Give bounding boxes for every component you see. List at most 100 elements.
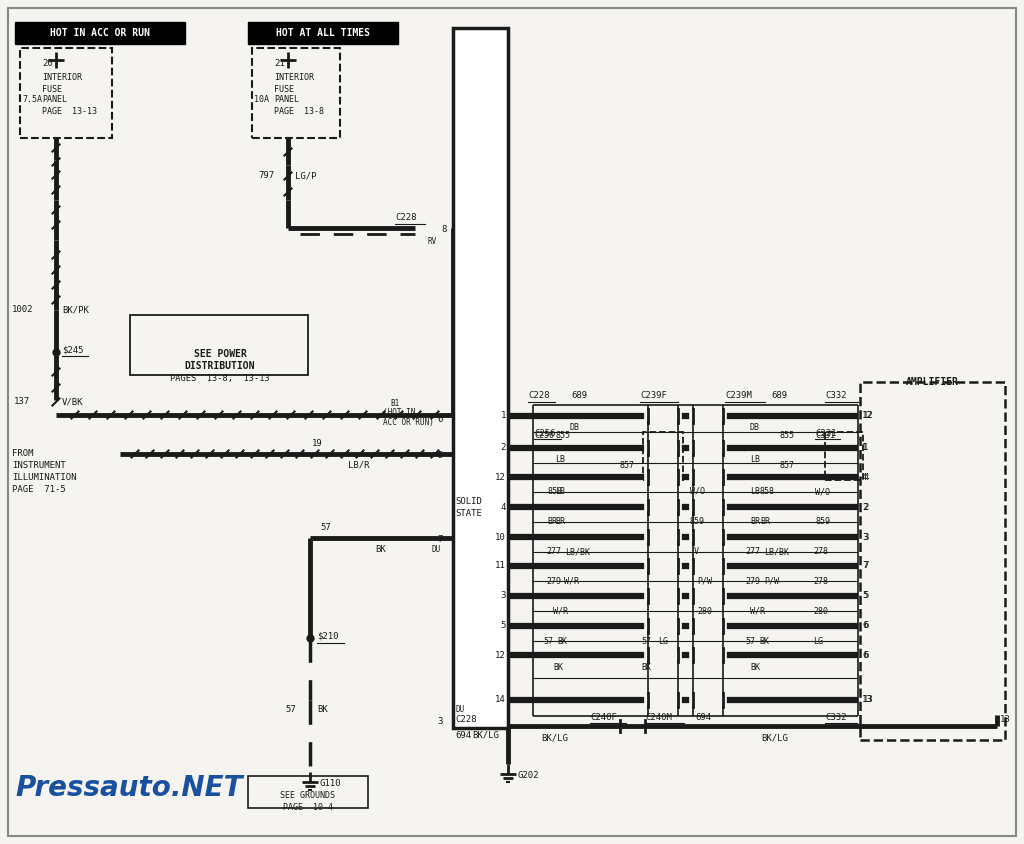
Text: C332: C332 (825, 713, 847, 722)
Text: 7.5A: 7.5A (22, 95, 42, 105)
Text: G110: G110 (319, 780, 341, 788)
Text: BK/LG: BK/LG (472, 731, 499, 739)
Text: LG: LG (658, 636, 668, 646)
Text: C332: C332 (825, 392, 847, 401)
Text: CONTROL: CONTROL (461, 49, 505, 59)
Text: G202: G202 (518, 771, 540, 781)
Text: 57: 57 (543, 636, 553, 646)
Text: 5: 5 (437, 452, 443, 461)
Text: LB: LB (555, 456, 565, 464)
Text: PAGE  10-4: PAGE 10-4 (283, 803, 333, 811)
Text: FROM: FROM (12, 450, 34, 458)
Text: V: V (694, 548, 699, 556)
Text: INTERIOR: INTERIOR (274, 73, 314, 83)
Text: DB: DB (750, 424, 760, 432)
Text: AMPLIFIER: AMPLIFIER (906, 377, 958, 387)
Text: C331: C331 (815, 430, 837, 439)
Text: 5: 5 (863, 592, 868, 600)
Text: 1: 1 (862, 443, 867, 452)
Text: P/W: P/W (697, 576, 712, 586)
Text: PAGE  13-13: PAGE 13-13 (42, 106, 97, 116)
Text: 10A: 10A (254, 95, 269, 105)
Text: 6: 6 (863, 651, 868, 659)
Text: DB: DB (570, 424, 580, 432)
Text: ILLUMINATION: ILLUMINATION (12, 473, 77, 483)
Text: 5: 5 (862, 592, 867, 600)
Text: 278: 278 (813, 576, 828, 586)
Text: C240F: C240F (590, 713, 616, 722)
Text: BR: BR (760, 517, 770, 527)
Text: C331: C331 (815, 431, 835, 441)
Bar (825, 432, 863, 480)
Text: 855: 855 (555, 431, 570, 441)
Text: BK: BK (557, 636, 567, 646)
Text: 3: 3 (437, 717, 443, 727)
Text: V/BK: V/BK (62, 398, 84, 407)
Text: 11: 11 (496, 561, 506, 571)
Text: 280: 280 (813, 607, 828, 615)
Text: LB: LB (750, 456, 760, 464)
Text: C228: C228 (528, 392, 550, 401)
Text: 57: 57 (285, 706, 296, 715)
Text: BR: BR (547, 517, 557, 527)
Text: (HOT IN: (HOT IN (383, 408, 416, 418)
Text: 694: 694 (695, 713, 711, 722)
Bar (130, 315, 308, 375)
Text: BK: BK (375, 544, 386, 554)
Text: 3: 3 (501, 592, 506, 600)
Text: PAGES  13-8,  13-13: PAGES 13-8, 13-13 (170, 374, 270, 382)
Text: 5: 5 (501, 621, 506, 630)
Text: BK: BK (317, 706, 328, 715)
Text: 12: 12 (863, 412, 873, 420)
Text: 1: 1 (501, 412, 506, 420)
Text: UNIT: UNIT (461, 60, 486, 70)
Bar (453, 28, 508, 728)
Text: BK: BK (750, 663, 760, 673)
Text: P/W: P/W (764, 576, 779, 586)
Text: 858: 858 (760, 488, 775, 496)
Text: C228: C228 (395, 214, 417, 223)
Text: PANEL: PANEL (42, 95, 67, 105)
Text: 10: 10 (496, 533, 506, 542)
Text: 4: 4 (863, 473, 868, 481)
Text: 279: 279 (546, 576, 561, 586)
Text: 857: 857 (620, 461, 635, 469)
Text: 277: 277 (546, 548, 561, 556)
Bar (20, 48, 112, 138)
Text: W/R: W/R (750, 607, 765, 615)
Text: 1: 1 (863, 443, 868, 452)
Text: FUSE: FUSE (274, 84, 294, 94)
Text: 859: 859 (815, 517, 830, 527)
Text: BK: BK (553, 663, 563, 673)
Text: STATE: STATE (455, 510, 482, 518)
Text: 13: 13 (862, 695, 872, 705)
Text: C239M: C239M (725, 392, 752, 401)
Text: 14: 14 (496, 695, 506, 705)
Text: 3: 3 (863, 533, 868, 542)
Text: 279: 279 (745, 576, 760, 586)
Text: C239F: C239F (640, 392, 667, 401)
Text: 858: 858 (547, 488, 562, 496)
Text: SOLID: SOLID (455, 497, 482, 506)
Bar (248, 22, 398, 44)
Text: Pressauto.NET: Pressauto.NET (15, 774, 243, 802)
Text: 2: 2 (862, 502, 867, 511)
Text: FUSE: FUSE (42, 84, 62, 94)
Text: SEE GROUNDS: SEE GROUNDS (281, 791, 336, 799)
Text: 6: 6 (862, 651, 867, 659)
Text: 278: 278 (813, 548, 828, 556)
Text: 7: 7 (437, 535, 443, 544)
Text: 6: 6 (437, 415, 443, 425)
Text: $245: $245 (62, 345, 84, 354)
Text: PANEL: PANEL (274, 95, 299, 105)
Text: BK: BK (759, 636, 769, 646)
Text: 57: 57 (319, 522, 331, 532)
Text: W/O: W/O (815, 488, 830, 496)
Text: LG: LG (813, 636, 823, 646)
Bar (860, 382, 1005, 740)
Text: C228: C228 (455, 716, 476, 724)
Text: 3: 3 (862, 533, 867, 542)
Text: 6: 6 (862, 621, 867, 630)
Text: LB/BK: LB/BK (764, 548, 790, 556)
Text: 2: 2 (501, 443, 506, 452)
